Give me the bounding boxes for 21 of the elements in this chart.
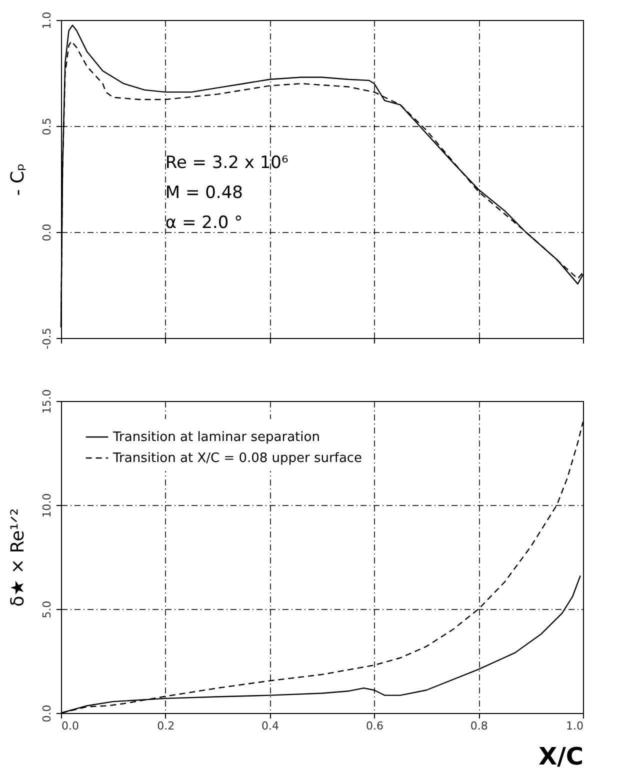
y-tick-label: 5.0 — [40, 600, 54, 618]
x-tick-label: 1.0 — [566, 720, 584, 732]
x-tick-label: 0.2 — [157, 720, 175, 732]
annotation: M = 0.48 — [165, 183, 243, 204]
annotation: Re = 3.2 x 10⁶ — [165, 153, 288, 174]
annotation: α = 2.0 ° — [165, 213, 243, 234]
x-tick-label: 0.4 — [262, 720, 280, 732]
y-tick-label: 10.0 — [40, 493, 54, 518]
x-tick-label: 0.6 — [366, 720, 384, 732]
legend-label: Transition at X/C = 0.08 upper surface — [112, 451, 362, 466]
x-tick-label: 0.8 — [470, 720, 488, 732]
y-tick-label: 1.0 — [40, 12, 54, 30]
x-tick-label: 0.0 — [62, 720, 79, 732]
y-tick-label: -0.5 — [40, 328, 54, 350]
x-axis-title: X/C — [538, 742, 584, 770]
legend-label: Transition at laminar separation — [112, 430, 320, 445]
y-tick-label: 0.5 — [40, 118, 54, 136]
y-tick-label: 15.0 — [40, 389, 54, 414]
y-tick-label: 0.0 — [40, 224, 54, 242]
y-axis-title: δ★ × Re¹ᐟ² — [8, 508, 28, 607]
y-axis-title: - Cₚ — [8, 163, 28, 196]
